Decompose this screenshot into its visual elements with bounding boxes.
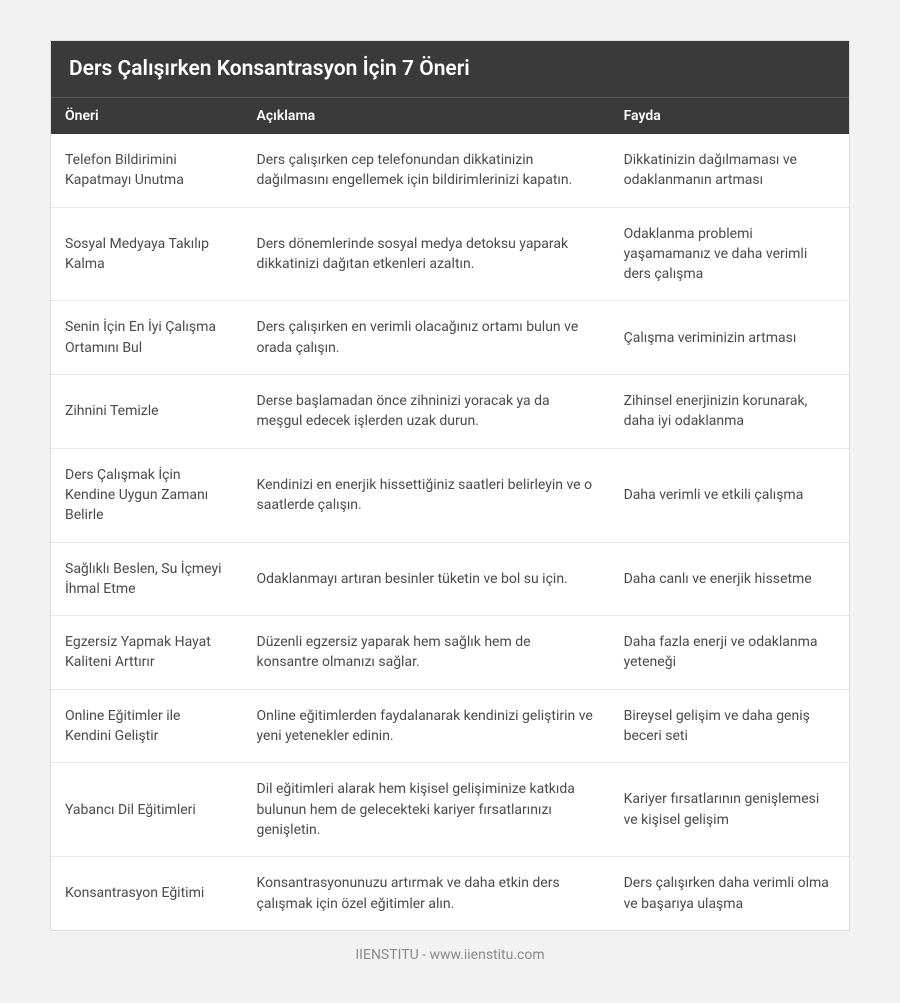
table-cell: Daha canlı ve enerjik hissetme: [610, 542, 849, 616]
table-cell: Dil eğitimleri alarak hem kişisel gelişi…: [243, 763, 610, 857]
table-cell: Yabancı Dil Eğitimleri: [51, 763, 243, 857]
table-cell: Düzenli egzersiz yaparak hem sağlık hem …: [243, 616, 610, 690]
table-row: Sosyal Medyaya Takılıp KalmaDers dönemle…: [51, 207, 849, 301]
table-cell: Senin İçin En İyi Çalışma Ortamını Bul: [51, 301, 243, 375]
table-cell: Bireysel gelişim ve daha geniş beceri se…: [610, 689, 849, 763]
table-row: Telefon Bildirimini Kapatmayı UnutmaDers…: [51, 134, 849, 207]
table-row: Egzersiz Yapmak Hayat Kaliteni ArttırırD…: [51, 616, 849, 690]
table-cell: Online Eğitimler ile Kendini Geliştir: [51, 689, 243, 763]
table-cell: Telefon Bildirimini Kapatmayı Unutma: [51, 134, 243, 207]
table-cell: Daha verimli ve etkili çalışma: [610, 448, 849, 542]
table-cell: Kariyer fırsatlarının genişlemesi ve kiş…: [610, 763, 849, 857]
table-body: Telefon Bildirimini Kapatmayı UnutmaDers…: [51, 134, 849, 930]
table-cell: Çalışma veriminizin artması: [610, 301, 849, 375]
table-row: Konsantrasyon EğitimiKonsantrasyonunuzu …: [51, 857, 849, 930]
column-header-oneri: Öneri: [51, 98, 243, 135]
table-cell: Sağlıklı Beslen, Su İçmeyi İhmal Etme: [51, 542, 243, 616]
table-cell: Zihnini Temizle: [51, 375, 243, 449]
table-cell: Derse başlamadan önce zihninizi yoracak …: [243, 375, 610, 449]
table-cell: Ders Çalışmak İçin Kendine Uygun Zamanı …: [51, 448, 243, 542]
table-cell: Ders çalışırken cep telefonundan dikkati…: [243, 134, 610, 207]
column-header-fayda: Fayda: [610, 98, 849, 135]
table-cell: Odaklanmayı artıran besinler tüketin ve …: [243, 542, 610, 616]
table-row: Yabancı Dil EğitimleriDil eğitimleri ala…: [51, 763, 849, 857]
table-row: Senin İçin En İyi Çalışma Ortamını BulDe…: [51, 301, 849, 375]
table-cell: Odaklanma problemi yaşamamanız ve daha v…: [610, 207, 849, 301]
table-cell: Sosyal Medyaya Takılıp Kalma: [51, 207, 243, 301]
table-cell: Daha fazla enerji ve odaklanma yeteneği: [610, 616, 849, 690]
table-cell: Dikkatinizin dağılmaması ve odaklanmanın…: [610, 134, 849, 207]
table-cell: Konsantrasyonunuzu artırmak ve daha etki…: [243, 857, 610, 930]
table-row: Ders Çalışmak İçin Kendine Uygun Zamanı …: [51, 448, 849, 542]
table-title: Ders Çalışırken Konsantrasyon İçin 7 Öne…: [51, 41, 849, 97]
table-cell: Kendinizi en enerjik hissettiğiniz saatl…: [243, 448, 610, 542]
table-cell: Egzersiz Yapmak Hayat Kaliteni Arttırır: [51, 616, 243, 690]
table-cell: Ders dönemlerinde sosyal medya detoksu y…: [243, 207, 610, 301]
table-cell: Ders çalışırken daha verimli olma ve baş…: [610, 857, 849, 930]
footer-attribution: IIENSTITU - www.iienstitu.com: [50, 931, 850, 963]
table-row: Zihnini TemizleDerse başlamadan önce zih…: [51, 375, 849, 449]
table-header-row: Öneri Açıklama Fayda: [51, 98, 849, 135]
table-cell: Online eğitimlerden faydalanarak kendini…: [243, 689, 610, 763]
table-row: Sağlıklı Beslen, Su İçmeyi İhmal EtmeOda…: [51, 542, 849, 616]
tips-table-container: Ders Çalışırken Konsantrasyon İçin 7 Öne…: [50, 40, 850, 931]
table-cell: Ders çalışırken en verimli olacağınız or…: [243, 301, 610, 375]
table-cell: Konsantrasyon Eğitimi: [51, 857, 243, 930]
table-cell: Zihinsel enerjinizin korunarak, daha iyi…: [610, 375, 849, 449]
tips-table: Öneri Açıklama Fayda Telefon Bildirimini…: [51, 97, 849, 930]
column-header-aciklama: Açıklama: [243, 98, 610, 135]
table-row: Online Eğitimler ile Kendini GeliştirOnl…: [51, 689, 849, 763]
